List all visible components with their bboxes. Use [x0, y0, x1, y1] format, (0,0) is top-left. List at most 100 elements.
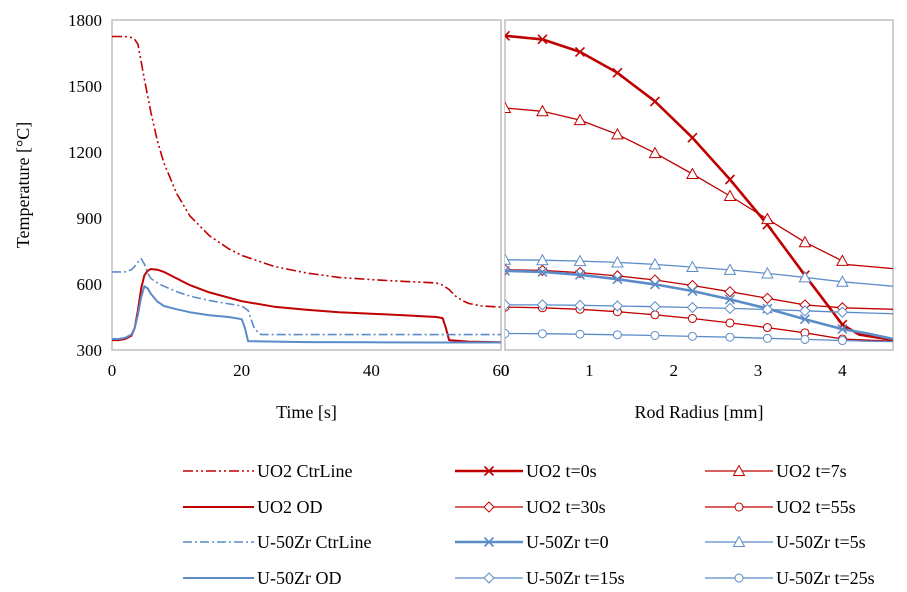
x-axis-label: Time [s]	[276, 402, 337, 422]
legend-label: U-50Zr t=25s	[776, 568, 875, 588]
legend-marker	[483, 536, 495, 548]
data-point	[505, 101, 512, 113]
legend-marker	[734, 502, 744, 512]
y-tick-label: 900	[77, 209, 103, 228]
data-point	[611, 255, 624, 268]
y-tick-label: 600	[77, 275, 103, 294]
y-axis-label: Temperature [°C]	[13, 122, 33, 248]
data-point	[505, 329, 510, 338]
data-point	[724, 302, 736, 315]
data-point	[798, 235, 812, 248]
y-tick-label: 1800	[68, 11, 102, 30]
series-uo2-t-0s	[505, 30, 893, 342]
legend-marker	[732, 464, 746, 476]
legend-label: U-50Zr OD	[257, 568, 341, 588]
legend-item-u-50zr-ctrline: U-50Zr CtrLine	[183, 532, 371, 552]
x-tick-label: 0	[501, 361, 510, 380]
y-tick-label: 300	[77, 341, 103, 360]
data-point	[761, 212, 774, 225]
data-point	[573, 254, 587, 267]
legend-item-u-50zr-od: U-50Zr OD	[183, 568, 341, 588]
legend-item-uo2-od: UO2 OD	[183, 497, 323, 517]
data-point	[505, 253, 512, 265]
data-point	[648, 257, 662, 270]
series-uo2-ctrline	[112, 35, 501, 308]
y-tick-label: 1200	[68, 143, 102, 162]
data-point	[611, 300, 624, 312]
data-point	[723, 263, 737, 275]
data-point	[612, 67, 623, 78]
data-point	[537, 266, 548, 277]
legend-label: UO2 t=55s	[776, 497, 856, 517]
data-point	[536, 264, 549, 277]
series-u-50zr-od	[112, 285, 501, 344]
data-point	[574, 299, 586, 312]
data-point	[836, 306, 849, 318]
data-point	[536, 104, 549, 117]
legend-item-u-50zr-t-15s: U-50Zr t=15s	[455, 568, 625, 588]
series-u-50zr-t-5s	[505, 253, 893, 287]
data-point	[836, 254, 849, 266]
data-point	[686, 167, 699, 179]
data-point	[611, 127, 624, 140]
series-line	[505, 107, 893, 270]
data-point	[761, 266, 774, 279]
series-line	[505, 269, 893, 341]
x-tick-label: 40	[363, 361, 380, 380]
data-point	[649, 300, 661, 313]
series-line	[505, 269, 893, 310]
data-point	[575, 329, 585, 339]
data-point	[537, 329, 547, 339]
x-tick-label: 1	[585, 361, 594, 380]
series-uo2-od	[112, 268, 501, 344]
series-uo2-t-7s	[505, 101, 893, 270]
data-point	[536, 299, 549, 311]
x-tick-label: 60	[493, 361, 510, 380]
panel-1: 0 20 40 60 Time [s] 300 600 900 1200 1500 1800 Temp…	[13, 11, 510, 422]
data-point	[761, 303, 774, 316]
legend: UO2 CtrLine UO2 OD U-50Zr CtrLine U-50Zr OD…	[183, 461, 875, 588]
legend-marker	[483, 501, 495, 513]
legend-label: U-50Zr t=15s	[526, 568, 625, 588]
data-point	[686, 260, 699, 273]
data-point	[650, 330, 660, 340]
data-point	[536, 253, 549, 266]
y-tick-label: 1500	[68, 77, 102, 96]
data-point	[687, 314, 697, 324]
series-line	[112, 285, 501, 344]
legend-label: UO2 t=0s	[526, 461, 597, 481]
plot-frame	[504, 19, 894, 351]
series-u-50zr-t-0	[505, 265, 893, 341]
data-point	[837, 336, 847, 346]
panel-2: 0 1 2 3 4 Rod Radius [mm]	[501, 19, 894, 422]
data-point	[505, 30, 511, 41]
data-point	[574, 46, 586, 57]
series-u-50zr-t-15s	[505, 299, 893, 318]
data-point	[687, 132, 698, 143]
legend-marker	[732, 535, 746, 547]
legend-item-uo2-t-0s: UO2 t=0s	[455, 461, 597, 481]
legend-item-uo2-t-55s: UO2 t=55s	[705, 497, 856, 517]
data-point	[574, 269, 586, 280]
legend-item-uo2-t-7s: UO2 t=7s	[705, 461, 847, 481]
x-axis-label: Rod Radius [mm]	[635, 402, 764, 422]
series-u-50zr-t-25s	[505, 329, 893, 346]
legend-marker	[483, 465, 495, 477]
data-point	[724, 285, 736, 298]
data-point	[725, 318, 735, 328]
data-point	[686, 279, 699, 292]
data-point	[573, 113, 587, 126]
data-point	[799, 314, 811, 325]
x-tick-label: 4	[838, 361, 847, 380]
data-point	[612, 274, 623, 285]
legend-item-u-50zr-t-0: U-50Zr t=0	[455, 532, 609, 552]
data-point	[537, 34, 548, 45]
x-tick-label: 3	[754, 361, 763, 380]
series-line	[505, 304, 893, 315]
series-line	[112, 257, 501, 336]
data-point	[837, 324, 848, 335]
legend-label: U-50Zr t=5s	[776, 532, 866, 552]
data-point	[724, 174, 736, 185]
